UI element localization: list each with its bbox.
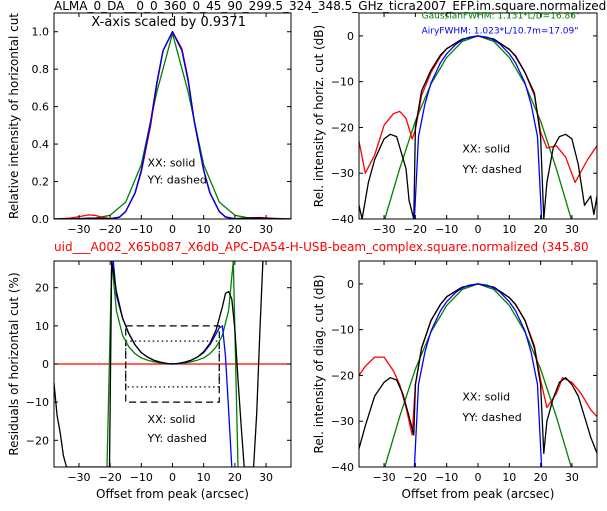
x-tick-label: −30 xyxy=(372,223,395,236)
annotation: XX: solid xyxy=(148,157,196,170)
x-tick-label: 20 xyxy=(228,471,242,484)
y-tick-label: 20 xyxy=(35,282,49,295)
chart-p2: −30 −20 −10 0 10 20 30 0 −10 −20 −30 −40 Rel. intens… xyxy=(312,11,598,236)
annotation: YY: dashed xyxy=(461,163,521,176)
x-tick-label: 20 xyxy=(534,223,548,236)
annotation: GaussianFWHM: 1.131*L/D=16.86" xyxy=(422,11,580,21)
series-line-0 xyxy=(54,32,291,219)
y-tick-label: −10 xyxy=(331,76,354,89)
y-tick-label: −20 xyxy=(331,369,354,382)
annotation: YY: dashed xyxy=(147,173,207,186)
x-tick-label: −30 xyxy=(372,471,395,484)
x-tick-label: −30 xyxy=(67,471,90,484)
axes-frame xyxy=(358,260,598,468)
plot-area xyxy=(54,31,291,219)
x-tick-label: −10 xyxy=(130,223,153,236)
series-line-2 xyxy=(359,283,597,454)
y-tick-label: −40 xyxy=(331,461,354,474)
y-tick-label: 0 xyxy=(42,358,49,371)
annotation: XX: solid xyxy=(462,391,510,404)
x-tick-label: 30 xyxy=(259,471,273,484)
series-line-1 xyxy=(54,31,291,219)
x-tick-label: −20 xyxy=(404,223,427,236)
y-tick-label: 0.0 xyxy=(32,213,50,226)
x-tick-label: −30 xyxy=(67,223,90,236)
series-line-0 xyxy=(384,35,572,219)
x-tick-label: 0 xyxy=(169,471,176,484)
chart-p4: −30 −20 −10 0 10 20 30 0 −10 −20 −30 −40 Rel. intens… xyxy=(312,260,598,501)
axes-frame xyxy=(358,12,598,220)
y-tick-label: −30 xyxy=(331,167,354,180)
y-tick-label: 0.8 xyxy=(32,63,50,76)
annotation: XX: solid xyxy=(148,413,196,426)
x-tick-label: 30 xyxy=(259,223,273,236)
y-tick-label: −10 xyxy=(26,396,49,409)
annotation: XX: solid xyxy=(462,143,510,156)
y-tick-label: −10 xyxy=(331,324,354,337)
y-tick-label: −30 xyxy=(331,415,354,428)
chart-p1: −30 −20 −10 0 10 20 30 0.0 0.2 0.4 0.6 0.8 1.0 Relati… xyxy=(7,12,292,236)
annotation: YY: dashed xyxy=(461,411,521,424)
y-tick-label: 0 xyxy=(347,30,354,43)
middle-title: uid___A002_X65b087_X6db_APC-DA54-H-USB-b… xyxy=(54,240,589,254)
y-tick-label: −20 xyxy=(26,434,49,447)
top-title: ALMA_0_DA__0_0_360_0_45_90_299.5_324_348… xyxy=(54,0,606,13)
x-tick-label: 10 xyxy=(502,223,516,236)
plot-area xyxy=(359,35,597,219)
x-tick-label: 0 xyxy=(475,471,482,484)
x-tick-label: 20 xyxy=(228,223,242,236)
annotation: YY: dashed xyxy=(147,432,207,445)
x-tick-label: 0 xyxy=(169,223,176,236)
y-axis-label: Rel. intensity of horiz. cut (dB) xyxy=(312,25,326,207)
y-tick-label: 1.0 xyxy=(32,26,50,39)
x-tick-label: 30 xyxy=(565,223,579,236)
x-tick-label: −20 xyxy=(404,471,427,484)
y-tick-label: −20 xyxy=(331,121,354,134)
y-tick-label: 10 xyxy=(35,320,49,333)
x-tick-label: −10 xyxy=(130,471,153,484)
x-tick-label: −20 xyxy=(99,223,122,236)
annotation: AiryFWHM: 1.023*L/10.7m=17.09" xyxy=(422,27,579,37)
series-line-3 xyxy=(54,31,291,219)
x-tick-label: −10 xyxy=(435,223,458,236)
x-tick-label: 20 xyxy=(534,471,548,484)
y-axis-label: Residuals of horizontal cut (%) xyxy=(7,272,21,455)
y-tick-label: 0 xyxy=(347,278,354,291)
plot-area xyxy=(54,261,291,467)
chart-p3: −30 −20 −10 0 10 20 30 20 10 0 −10 −20 Residuals of … xyxy=(7,260,292,501)
axes-frame xyxy=(53,12,292,220)
x-tick-label: −10 xyxy=(435,471,458,484)
series-line-3 xyxy=(54,261,264,467)
x-tick-label: 30 xyxy=(565,471,579,484)
x-tick-label: −20 xyxy=(99,471,122,484)
series-line-2 xyxy=(359,35,597,219)
x-tick-label: 0 xyxy=(475,223,482,236)
plot-area xyxy=(359,283,597,467)
series-line-3 xyxy=(413,35,543,219)
series-line-2 xyxy=(54,31,291,219)
y-tick-label: 0.2 xyxy=(32,176,50,189)
series-line-3 xyxy=(413,283,543,467)
y-axis-label: Relative intensity of horizontal cut xyxy=(7,13,21,219)
x-tick-label: 10 xyxy=(502,471,516,484)
y-axis-label: Rel. intensity of diag. cut (dB) xyxy=(312,275,326,454)
x-tick-label: 10 xyxy=(197,471,211,484)
x-axis-label: Offset from peak (arcsec) xyxy=(402,487,555,501)
annotation: X-axis scaled by 0.9371 xyxy=(91,15,246,30)
y-tick-label: −40 xyxy=(331,213,354,226)
y-tick-label: 0.6 xyxy=(32,101,50,114)
x-tick-label: 10 xyxy=(197,223,211,236)
series-line-1 xyxy=(359,35,597,184)
x-axis-label: Offset from peak (arcsec) xyxy=(96,487,249,501)
y-tick-label: 0.4 xyxy=(32,138,50,151)
